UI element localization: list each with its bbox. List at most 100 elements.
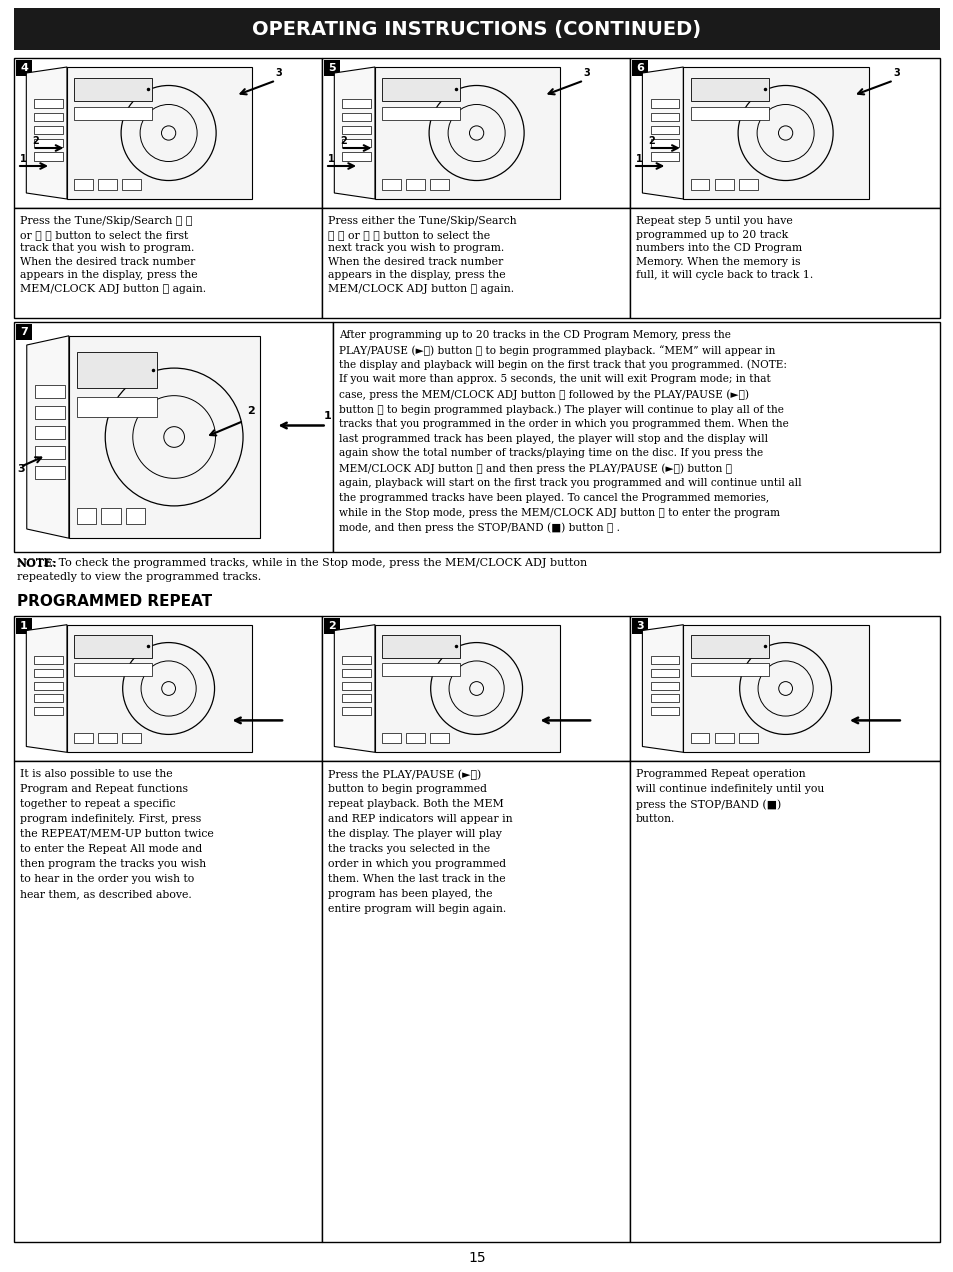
Bar — [69, 336, 260, 538]
Text: hear them, as described above.: hear them, as described above. — [20, 889, 192, 899]
Bar — [34, 656, 63, 664]
Text: 2: 2 — [32, 136, 39, 145]
Bar — [650, 139, 679, 148]
Bar — [322, 209, 629, 318]
Bar — [74, 179, 92, 190]
Polygon shape — [334, 67, 375, 198]
Text: 2: 2 — [648, 136, 655, 145]
Bar — [76, 352, 156, 388]
Bar — [324, 60, 339, 76]
Text: button ① to begin programmed playback.) The player will continue to play all of : button ① to begin programmed playback.) … — [338, 404, 783, 415]
Text: to enter the Repeat All mode and: to enter the Repeat All mode and — [20, 845, 202, 854]
Bar — [690, 107, 768, 120]
Bar — [406, 179, 424, 190]
Bar — [682, 625, 868, 752]
Text: mode, and then press the STOP/BAND (■) button ③ .: mode, and then press the STOP/BAND (■) b… — [338, 523, 619, 533]
Bar — [714, 733, 733, 743]
Text: 1: 1 — [636, 154, 642, 164]
Text: 1: 1 — [328, 154, 335, 164]
Text: again, playback will start on the first track you programmed and will continue u: again, playback will start on the first … — [338, 478, 801, 488]
Bar — [650, 656, 679, 664]
Bar — [406, 733, 424, 743]
Bar — [382, 78, 459, 102]
Bar — [342, 99, 371, 108]
Text: the display and playback will begin on the first track that you programmed. (NOT: the display and playback will begin on t… — [338, 360, 786, 370]
Text: 4: 4 — [20, 64, 28, 73]
Bar — [14, 209, 322, 318]
Bar — [14, 59, 322, 209]
Bar — [35, 467, 65, 480]
Bar — [74, 733, 92, 743]
Bar — [650, 113, 679, 121]
Text: program indefinitely. First, press: program indefinitely. First, press — [20, 814, 201, 824]
Bar — [101, 508, 120, 524]
Bar — [342, 669, 371, 677]
Bar — [74, 78, 152, 102]
Text: the display. The player will play: the display. The player will play — [328, 829, 501, 840]
Text: entire program will begin again.: entire program will begin again. — [328, 904, 506, 915]
Text: MEM/CLOCK ADJ button ② and then press the PLAY/PAUSE (►⏸) button ①: MEM/CLOCK ADJ button ② and then press th… — [338, 463, 731, 473]
Bar — [690, 78, 768, 102]
Bar — [714, 179, 733, 190]
Bar — [74, 635, 152, 658]
Text: 2: 2 — [340, 136, 347, 145]
Bar — [34, 126, 63, 135]
Text: Press the PLAY/PAUSE (►⏸): Press the PLAY/PAUSE (►⏸) — [328, 770, 480, 780]
Text: If you wait more than approx. 5 seconds, the unit will exit Program mode; in tha: If you wait more than approx. 5 seconds,… — [338, 374, 770, 384]
Bar — [650, 707, 679, 715]
Bar — [98, 733, 117, 743]
Bar — [629, 616, 939, 761]
Text: After programming up to 20 tracks in the CD Program Memory, press the: After programming up to 20 tracks in the… — [338, 329, 730, 340]
Bar — [34, 669, 63, 677]
Bar — [34, 113, 63, 121]
Bar — [16, 60, 32, 76]
Polygon shape — [27, 67, 67, 198]
Text: 3: 3 — [583, 67, 590, 78]
Text: again show the total number of tracks/playing time on the disc. If you press the: again show the total number of tracks/pl… — [338, 449, 762, 458]
Text: 2: 2 — [328, 621, 335, 631]
Bar — [382, 663, 459, 675]
Bar — [690, 733, 709, 743]
Bar — [631, 618, 647, 633]
Bar — [322, 761, 629, 1241]
Bar — [76, 508, 95, 524]
Bar — [382, 179, 400, 190]
Text: PLAY/PAUSE (►⏸) button ① to begin programmed playback. “MEM” will appear in: PLAY/PAUSE (►⏸) button ① to begin progra… — [338, 345, 775, 356]
Text: Programmed Repeat operation: Programmed Repeat operation — [636, 770, 804, 778]
Bar — [324, 618, 339, 633]
Polygon shape — [641, 625, 682, 752]
Text: while in the Stop mode, press the MEM/CLOCK ADJ button ② to enter the program: while in the Stop mode, press the MEM/CL… — [338, 508, 780, 518]
Text: repeatedly to view the programmed tracks.: repeatedly to view the programmed tracks… — [17, 572, 261, 583]
Bar — [430, 179, 449, 190]
Bar — [34, 707, 63, 715]
Bar — [34, 682, 63, 689]
Text: program has been played, the: program has been played, the — [328, 889, 492, 899]
Bar — [126, 508, 145, 524]
Polygon shape — [641, 67, 682, 198]
Bar — [631, 60, 647, 76]
Bar — [16, 324, 32, 340]
Text: Press the Tune/Skip/Search ⏮ ①
or ⏭ ② button to select the first
track that you : Press the Tune/Skip/Search ⏮ ① or ⏭ ② bu… — [20, 216, 206, 294]
Bar — [34, 153, 63, 160]
Bar — [375, 625, 559, 752]
Text: NOTE:: NOTE: — [17, 558, 57, 569]
Bar — [342, 656, 371, 664]
Bar — [342, 682, 371, 689]
Bar — [35, 385, 65, 398]
Text: to hear in the order you wish to: to hear in the order you wish to — [20, 874, 194, 884]
Bar — [650, 99, 679, 108]
Polygon shape — [334, 625, 375, 752]
Bar — [122, 179, 141, 190]
Text: 5: 5 — [328, 64, 335, 73]
Bar — [430, 733, 449, 743]
Text: 3: 3 — [17, 463, 25, 473]
Text: 3: 3 — [893, 67, 900, 78]
Bar — [16, 618, 32, 633]
Text: together to repeat a specific: together to repeat a specific — [20, 799, 175, 809]
Bar — [650, 669, 679, 677]
Text: button.: button. — [636, 814, 675, 824]
Text: 1: 1 — [20, 621, 28, 631]
Bar — [682, 67, 868, 198]
Bar — [342, 126, 371, 135]
Bar — [98, 179, 117, 190]
